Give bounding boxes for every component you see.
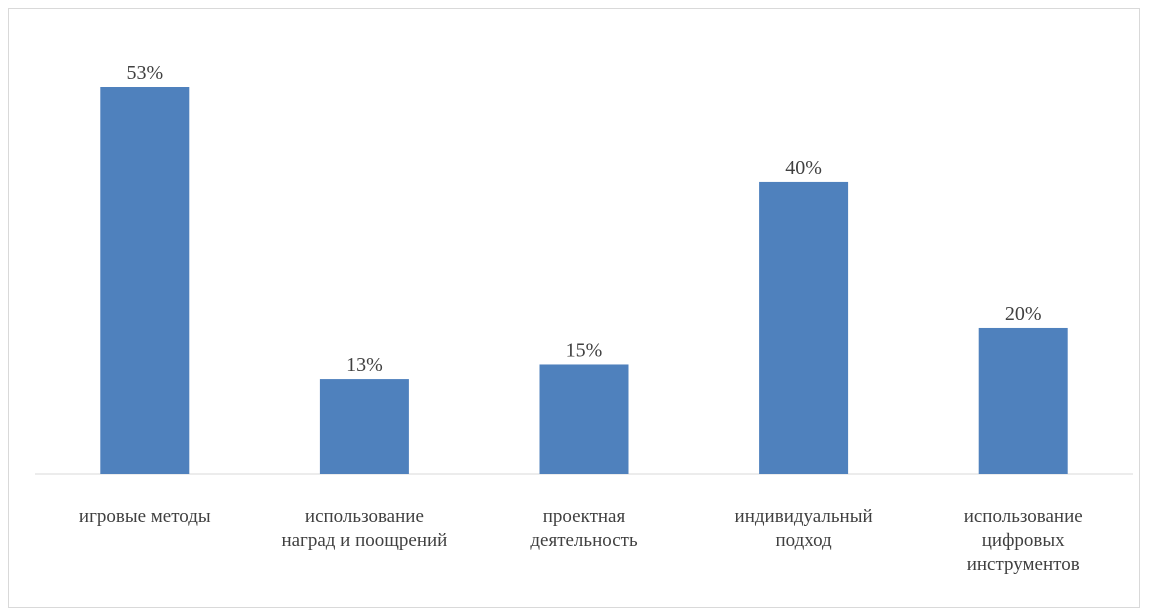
category-label-3-line-1: подход: [776, 530, 833, 551]
category-label-3-line-0: индивидуальный: [735, 506, 873, 527]
category-label-0: игровые методы: [79, 506, 211, 527]
bar-0: [100, 87, 190, 474]
category-label-4-line-2: инструментов: [967, 554, 1080, 575]
category-label-2-line-1: деятельность: [530, 530, 638, 551]
category-label-0-line-0: игровые методы: [79, 506, 211, 527]
category-label-4: использование цифровых инструментов: [964, 506, 1083, 575]
data-label-3: 40%: [785, 157, 822, 179]
category-label-1-line-1: наград и поощрений: [281, 530, 447, 551]
data-label-2: 15%: [566, 339, 603, 361]
category-label-4-line-0: использование: [964, 506, 1083, 527]
data-label-1: 13%: [346, 354, 383, 376]
category-label-1: использование наград и поощрений: [281, 506, 447, 551]
category-label-4-line-1: цифровых: [982, 530, 1065, 551]
bar-2: [539, 364, 629, 474]
bar-3: [759, 181, 849, 474]
category-label-2: проектная деятельность: [530, 506, 638, 551]
category-label-1-line-0: использование: [305, 506, 424, 527]
data-label-0: 53%: [126, 62, 163, 84]
category-label-2-line-0: проектная: [543, 506, 626, 527]
data-label-4: 20%: [1005, 303, 1042, 325]
chart-frame: [8, 8, 1140, 608]
bar-4: [978, 327, 1068, 474]
bar-1: [319, 379, 409, 474]
category-label-3: индивидуальный подход: [735, 506, 873, 551]
